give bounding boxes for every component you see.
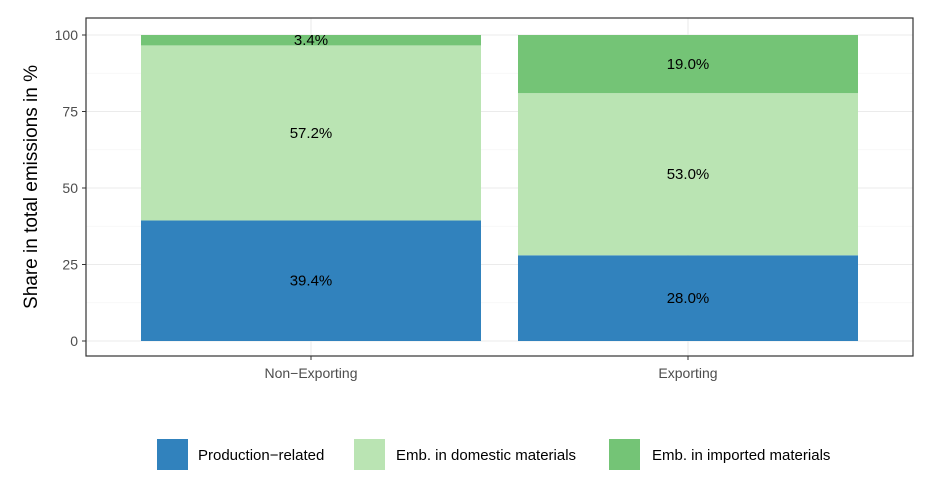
- bar-segment: [141, 45, 481, 221]
- y-tick-label: 0: [70, 333, 78, 349]
- x-axis: Non−Exporting Exporting: [264, 356, 718, 381]
- x-tick-label: Non−Exporting: [264, 365, 357, 381]
- segment-label: 53.0%: [667, 166, 710, 183]
- legend: Production−related Emb. in domestic mater…: [157, 439, 830, 470]
- y-axis: 0 25 50 75 100: [55, 27, 86, 349]
- plot-panel-border: [85, 17, 914, 357]
- legend-label: Emb. in domestic materials: [396, 447, 576, 464]
- legend-swatch: [354, 439, 385, 470]
- legend-swatch: [609, 439, 640, 470]
- segment-labels: 39.4% 57.2% 3.4% 28.0% 53.0% 19.0%: [290, 32, 710, 307]
- bar-segment: [518, 35, 858, 94]
- y-tick-label: 50: [62, 180, 78, 196]
- y-tick-label: 25: [62, 257, 78, 273]
- legend-label: Production−related: [198, 447, 324, 464]
- segment-label: 3.4%: [294, 32, 328, 49]
- x-tick-label: Exporting: [658, 365, 717, 381]
- segment-label: 57.2%: [290, 125, 333, 142]
- bars: [141, 35, 858, 341]
- segment-label: 28.0%: [667, 290, 710, 307]
- bar-segment: [518, 93, 858, 256]
- y-axis-title: Share in total emissions in %: [21, 65, 42, 309]
- segment-label: 39.4%: [290, 273, 333, 290]
- bar-segment: [518, 255, 858, 341]
- legend-label: Emb. in imported materials: [652, 447, 830, 464]
- bar-segment: [141, 220, 481, 341]
- bar-segment: [141, 35, 481, 46]
- y-tick-label: 75: [62, 104, 78, 120]
- segment-label: 19.0%: [667, 56, 710, 73]
- legend-swatch: [157, 439, 188, 470]
- y-tick-label: 100: [55, 27, 79, 43]
